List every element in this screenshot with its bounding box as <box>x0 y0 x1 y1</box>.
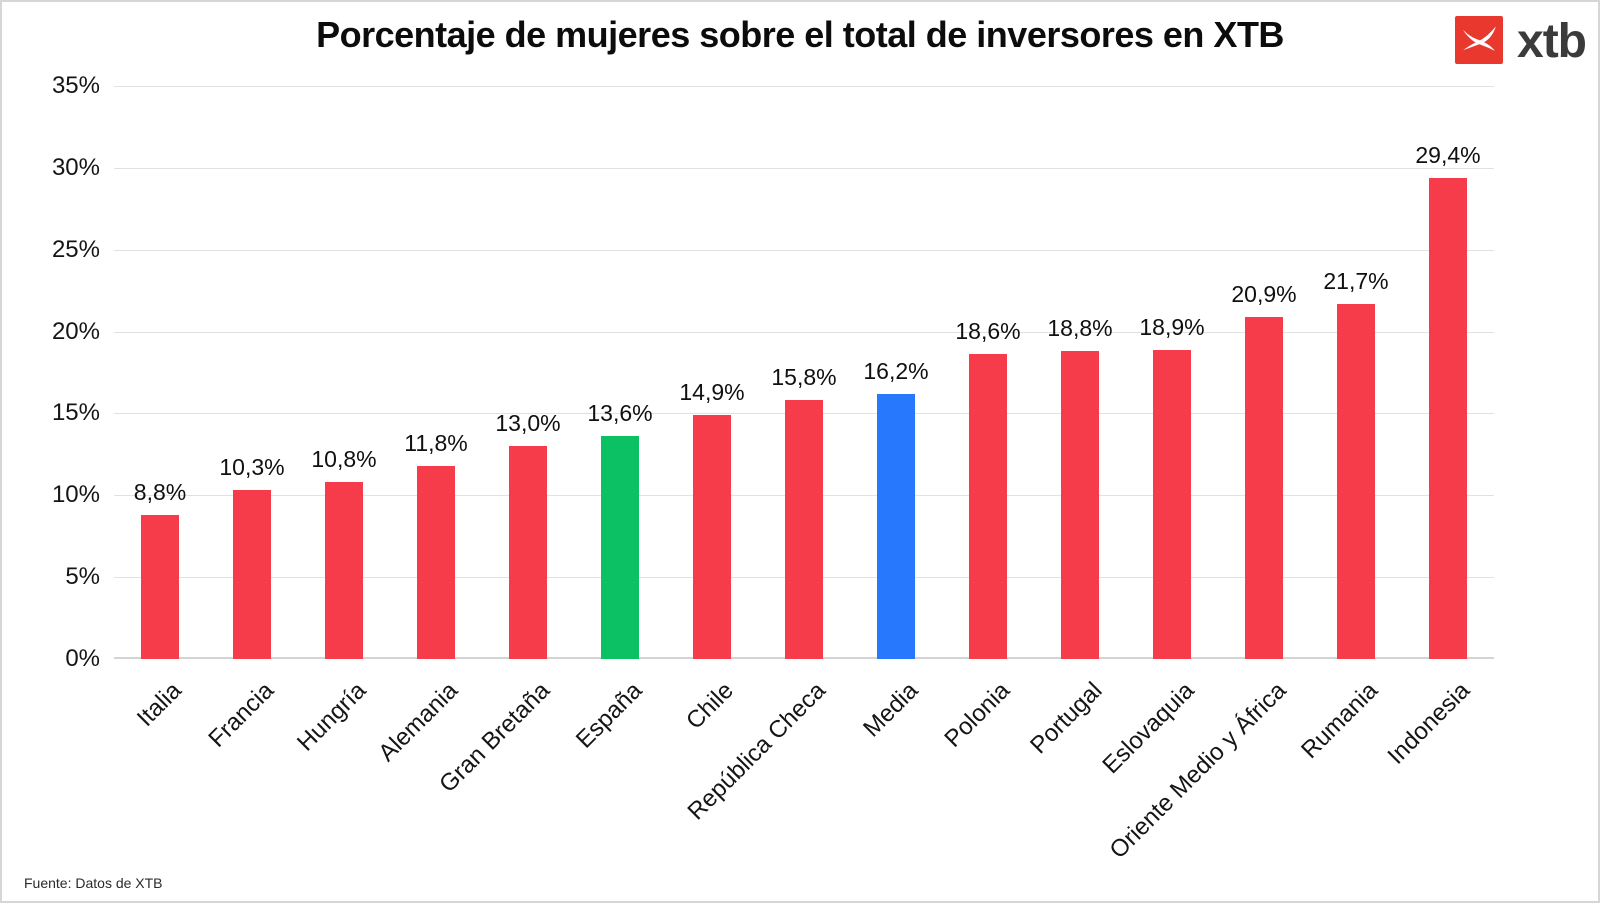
x-tick-label-espana: España <box>570 677 648 754</box>
bar-francia <box>233 490 271 659</box>
value-label-polonia: 18,6% <box>955 318 1021 344</box>
x-tick-label-media: Media <box>857 677 924 743</box>
x-tick-label-rumania: Rumania <box>1296 677 1384 765</box>
plot-area: 8,8% 10,3% 10,8% 11,8% 13,0% 13,6% 14,9% 15,8% 1… <box>114 86 1494 659</box>
xtb-logo-text: xtb <box>1517 14 1587 68</box>
xtb-logo: xtb <box>1455 14 1587 68</box>
bar-polonia <box>969 354 1007 659</box>
bar-eslovaquia <box>1153 350 1191 659</box>
bar-portugal <box>1061 351 1099 659</box>
y-tick-label-25%: 25% <box>51 236 100 263</box>
bar-republica-checa <box>785 400 823 659</box>
x-tick-label-hungria: Hungría <box>291 677 372 757</box>
value-label-portugal: 18,8% <box>1047 315 1113 341</box>
bar-alemania <box>417 466 455 659</box>
bar-oriente-medio-y-africa <box>1245 317 1283 659</box>
y-tick-label-10%: 10% <box>51 481 100 508</box>
value-label-indonesia: 29,4% <box>1415 142 1481 168</box>
bar-rumania <box>1337 304 1375 659</box>
source-note: Fuente: Datos de XTB <box>24 875 163 891</box>
y-axis: 35% 30% 25% 20% 15% 10% 5% 0% <box>2 72 100 672</box>
bar-media <box>877 394 915 659</box>
bar-gran-bretana <box>509 446 547 659</box>
x-tick-label-indonesia: Indonesia <box>1382 677 1476 770</box>
bar-italia <box>141 515 179 659</box>
x-tick-label-francia: Francia <box>203 677 280 753</box>
y-tick-label-30%: 30% <box>51 154 100 181</box>
y-tick-label-5%: 5% <box>65 563 100 590</box>
y-tick-label-0%: 0% <box>65 645 100 672</box>
y-tick-label-35%: 35% <box>51 72 100 99</box>
x-tick-label-polonia: Polonia <box>939 677 1016 753</box>
value-label-rumania: 21,7% <box>1323 268 1389 294</box>
bar-hungria <box>325 482 363 659</box>
bar-indonesia <box>1429 178 1467 659</box>
gridline-35% <box>114 86 1494 87</box>
chart-title: Porcentaje de mujeres sobre el total de … <box>316 14 1284 55</box>
y-tick-label-20%: 20% <box>51 318 100 345</box>
x-tick-label-chile: Chile <box>681 677 740 735</box>
bar-espana <box>601 436 639 659</box>
value-label-media: 16,2% <box>863 358 929 384</box>
bar-chile <box>693 415 731 659</box>
value-label-espana: 13,6% <box>587 400 653 426</box>
value-label-oriente-medio-y-africa: 20,9% <box>1231 281 1297 307</box>
y-tick-label-15%: 15% <box>51 399 100 426</box>
value-label-italia: 8,8% <box>133 479 187 505</box>
value-label-gran-bretana: 13,0% <box>495 410 561 436</box>
value-label-alemania: 11,8% <box>404 430 468 456</box>
x-axis-labels: Italia Francia Hungría Alemania Gran Bretaña… <box>114 659 1494 889</box>
xtb-logo-x-icon <box>1455 16 1503 64</box>
gridline-25% <box>114 250 1494 251</box>
x-tick-label-italia: Italia <box>132 677 188 732</box>
value-label-hungria: 10,8% <box>311 446 377 472</box>
gridline-30% <box>114 168 1494 169</box>
value-label-eslovaquia: 18,9% <box>1139 314 1205 340</box>
x-tick-label-portugal: Portugal <box>1024 677 1108 760</box>
value-label-republica-checa: 15,8% <box>771 364 837 390</box>
value-label-chile: 14,9% <box>679 379 745 405</box>
value-label-francia: 10,3% <box>219 454 285 480</box>
x-tick-label-alemania: Alemania <box>373 677 464 767</box>
x-tick-label-oriente-medio-y-africa: Oriente Medio y África <box>1104 677 1292 864</box>
gridline-20% <box>114 332 1494 333</box>
